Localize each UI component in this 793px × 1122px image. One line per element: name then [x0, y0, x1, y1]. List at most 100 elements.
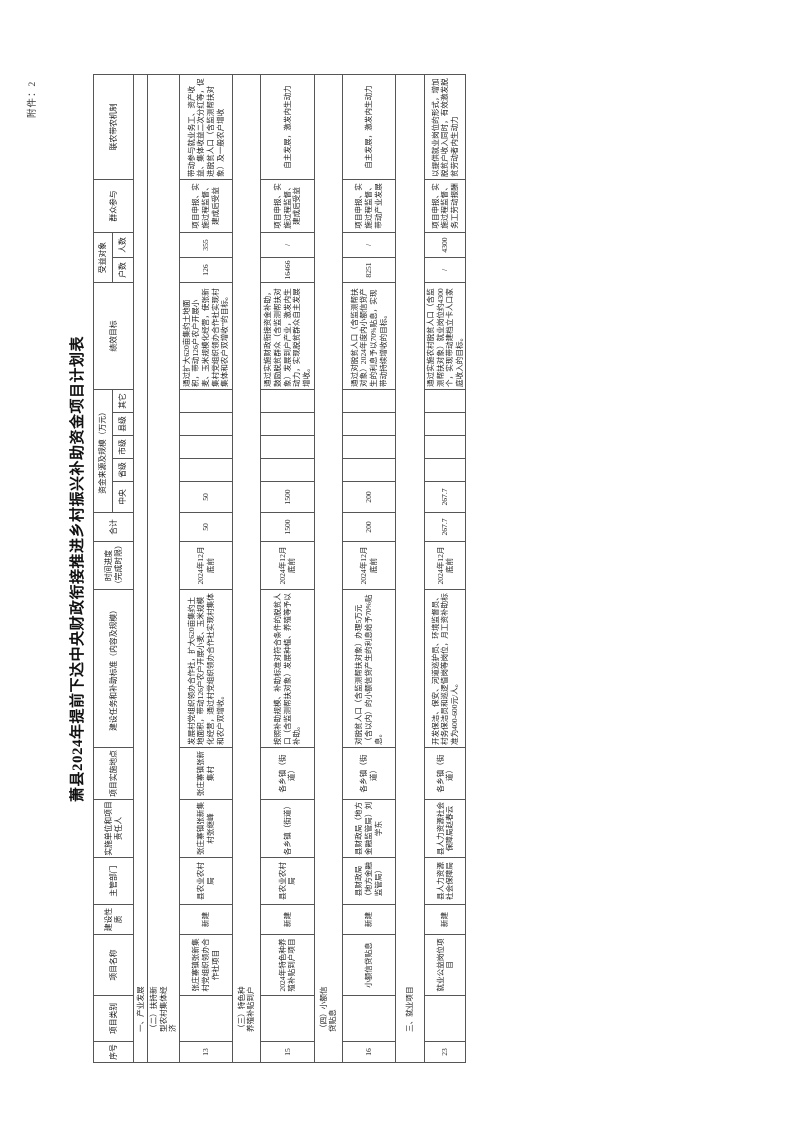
cell-people: /	[260, 232, 315, 258]
cell-name: 2024年特色种养殖补贴到户项目	[260, 934, 315, 996]
cell-nature: 新建	[260, 904, 315, 935]
cell-category	[179, 995, 233, 1042]
cell-site: 各乡镇（街道）	[260, 747, 315, 800]
cell-category	[424, 995, 466, 1042]
cell-schedule: 2024年12月底前	[342, 541, 396, 590]
cell-site: 各乡镇（街道）	[342, 747, 396, 800]
cell-county	[424, 412, 466, 436]
cell-municipal	[179, 435, 233, 459]
cell-county	[260, 412, 315, 436]
cell-unit: 张庄寨镇张新集村张继峰	[179, 799, 233, 858]
cell-schedule: 2024年12月底前	[424, 541, 466, 590]
header-schedule: 时间进度（完成时限）	[93, 541, 134, 590]
cell-participation: 项目申报、实施过程监督、务工劳动报酬	[424, 179, 466, 233]
page-title: 萧县2024年提前下达中央财政衔接推进乡村振兴补助资金项目计划表	[70, 336, 86, 803]
cell-seq: 15	[260, 1041, 315, 1063]
project-row-13: 13 张庄寨镇张新集村党组织领办合作社项目 新建 县农业农村局 张庄寨镇张新集村…	[179, 74, 233, 1063]
cell-households: /	[424, 257, 466, 283]
cell-total: 1500	[260, 512, 315, 542]
header-dept: 主管部门	[93, 857, 134, 905]
cell-category	[260, 995, 315, 1042]
header-task: 建设任务和补助标准（内容及规模）	[93, 589, 134, 748]
header-beneficiary-group: 受益对象	[93, 232, 113, 283]
cell-other	[424, 389, 466, 413]
attachment-label: 附件：2	[28, 80, 38, 118]
header-households: 户数	[112, 257, 134, 283]
cell-seq: 13	[179, 1041, 233, 1063]
header-goal: 绩效目标	[93, 282, 134, 390]
project-plan-table: 序号 项目类别 项目名称 建设性质 主管部门 实施单位和项目责任人 项目实施地点…	[93, 74, 466, 1063]
cell-other	[260, 389, 315, 413]
cell-central: 200	[342, 481, 396, 513]
cell-goal: 通过实施农村脱贫人口（含监测帮扶对象）就业岗位约4300个，实现带动建档立卡人口…	[424, 282, 466, 390]
category-row-employment: 三、就业项目	[395, 74, 425, 1063]
cell-goal: 通过实施财政衔接资金补助，鼓励脱贫群众（含监测帮扶对象）发展到户产业，激发内生动…	[260, 282, 315, 390]
cell-seq: 16	[342, 1041, 396, 1063]
header-category: 项目类别	[93, 995, 134, 1042]
header-municipal: 市级	[112, 435, 134, 459]
cell-total: 267.7	[424, 512, 466, 542]
cell-seq: 23	[424, 1041, 466, 1063]
cell-households: 8251	[342, 257, 396, 283]
project-row-15: 15 2024年特色种养殖补贴到户项目 新建 县农业农村局 各乡镇（街道） 各乡…	[260, 74, 315, 1063]
header-fund-group: 资金来源及规模（万元）	[93, 389, 113, 513]
cell-task: 对脱贫人口（含监测帮扶对象）办理5万元（含以内）的小额信贷产生的利息给予70%贴…	[342, 589, 396, 748]
header-people: 人数	[112, 232, 134, 258]
header-seq: 序号	[93, 1041, 134, 1063]
cell-total: 200	[342, 512, 396, 542]
cell-total: 50	[179, 512, 233, 542]
cell-linkage: 自主发展，激发内生动力	[260, 74, 315, 180]
cell-goal: 通过对脱贫人口（含监测帮扶对象）2024年度内小额信贷产生的利息予以70%贴息，…	[342, 282, 396, 390]
cell-unit: 县财政局（地方金融监管局）刘学东	[342, 799, 396, 858]
cell-name: 就业公益岗位项目	[424, 934, 466, 996]
cell-linkage: 以提供就业岗位的形式，增加脱贫户收入同时，有效激发脱贫劳动者内生动力	[424, 74, 466, 180]
cell-dept: 县农业农村局	[179, 857, 233, 905]
cell-central: 1500	[260, 481, 315, 513]
category-row-collective-economy: （二）扶持新型农村集体经济	[147, 74, 180, 1063]
header-provincial: 省级	[112, 458, 134, 482]
cell-name: 张庄寨镇张新集村党组织领办合作社项目	[179, 934, 233, 996]
cell-site: 张庄寨镇张新集村	[179, 747, 233, 800]
cell-task: 开发保洁、保安、河道巡护员、环境监督员、村务保洁员和巡逻值岗等岗位，月工资补助标…	[424, 589, 466, 748]
cell-participation: 项目申报、实施过程监督、建成后受益	[179, 179, 233, 233]
category-row-breeding-subsidy: （三）特色种养殖补贴到户	[232, 74, 261, 1063]
cell-unit: 县人力资源社会保障局赵春云	[424, 799, 466, 858]
cell-provincial	[260, 458, 315, 482]
cell-people: 4300	[424, 232, 466, 258]
header-linkage: 联农带农机制	[93, 74, 134, 180]
header-row-1: 序号 项目类别 项目名称 建设性质 主管部门 实施单位和项目责任人 项目实施地点…	[93, 74, 134, 1063]
cell-dept: 县人力资源社会保障局	[424, 857, 466, 905]
cell-task: 按照补助规模、补助标准对符合条件的脱贫人口（含监测帮扶对象）发展种植、养殖等予以…	[260, 589, 315, 748]
header-county: 县级	[112, 412, 134, 436]
cell-households: 126	[179, 257, 233, 283]
cell-site: 各乡镇（街道）	[424, 747, 466, 800]
cell-county	[179, 412, 233, 436]
category-label: 三、就业项目	[405, 986, 415, 1032]
cell-people: /	[342, 232, 396, 258]
cell-goal: 通过扩大620亩集约土地面积，带动126户农户开展小麦、玉米规模化经营，使张新集…	[179, 282, 233, 390]
category-label: （四）小额信贷贴息	[318, 986, 338, 1032]
header-site: 项目实施地点	[93, 747, 134, 800]
cell-provincial	[342, 458, 396, 482]
project-row-23: 23 就业公益岗位项目 新建 县人力资源社会保障局 县人力资源社会保障局赵春云 …	[424, 74, 466, 1063]
category-row-microloan: （四）小额信贷贴息	[314, 74, 343, 1063]
cell-municipal	[342, 435, 396, 459]
header-nature: 建设性质	[93, 904, 134, 935]
cell-dept: 县农业农村局	[260, 857, 315, 905]
cell-households: 16466	[260, 257, 315, 283]
header-name: 项目名称	[93, 934, 134, 996]
cell-county	[342, 412, 396, 436]
project-row-16: 16 小额信贷贴息 新建 县财政局（地方金融监管局） 县财政局（地方金融监管局）…	[342, 74, 396, 1063]
header-participation: 群众参与	[93, 179, 134, 233]
cell-central: 267.7	[424, 481, 466, 513]
cell-nature: 新建	[424, 904, 466, 935]
cell-schedule: 2024年12月底前	[260, 541, 315, 590]
category-label: （二）扶持新型农村集体经济	[149, 986, 178, 1032]
cell-municipal	[260, 435, 315, 459]
header-unit: 实施单位和项目责任人	[93, 799, 134, 858]
cell-dept: 县财政局（地方金融监管局）	[342, 857, 396, 905]
cell-other	[179, 389, 233, 413]
cell-municipal	[424, 435, 466, 459]
header-total: 合计	[93, 512, 134, 542]
